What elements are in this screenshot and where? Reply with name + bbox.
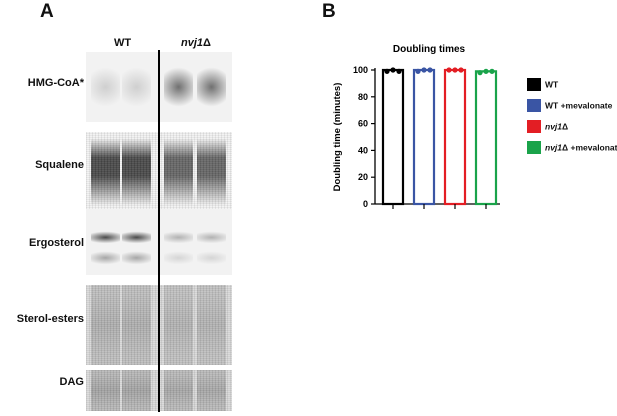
legend-text: +mevalonate bbox=[568, 142, 617, 153]
blot-row-label: HMG-CoA* bbox=[27, 77, 84, 89]
blot-lane-band bbox=[91, 52, 120, 122]
data-point bbox=[477, 70, 483, 76]
legend-delta: Δ bbox=[562, 121, 569, 132]
legend-text: WT +mevalonate bbox=[545, 100, 613, 111]
blot-lane-band bbox=[122, 132, 151, 212]
blot-lane-band bbox=[164, 52, 193, 122]
blot-lane-band bbox=[164, 285, 193, 365]
y-axis-label: Doubling time (minutes) bbox=[332, 83, 343, 192]
data-point bbox=[415, 68, 421, 74]
blot-lane-band bbox=[91, 209, 120, 275]
data-point bbox=[452, 67, 458, 73]
bar bbox=[443, 68, 467, 206]
legend-item: nvj1Δ bbox=[527, 120, 568, 133]
blot-lane-band bbox=[122, 285, 151, 365]
legend-swatch bbox=[527, 99, 541, 112]
y-tick-label: 0 bbox=[363, 199, 368, 209]
legend-gene: nvj1 bbox=[545, 142, 563, 153]
legend-item: WT +mevalonate bbox=[527, 99, 612, 112]
mutant-delta-symbol: Δ bbox=[203, 37, 211, 49]
genotype-divider bbox=[158, 50, 160, 412]
blot-lane-band bbox=[197, 132, 226, 212]
data-point bbox=[458, 67, 464, 73]
data-point bbox=[390, 67, 396, 73]
y-tick-label: 20 bbox=[358, 172, 368, 182]
blot-row-label: DAG bbox=[59, 376, 84, 388]
chart-title: Doubling times bbox=[393, 44, 466, 55]
column-label-wt: WT bbox=[114, 37, 132, 49]
blot-lane-band bbox=[91, 132, 120, 212]
blot-lane-band bbox=[197, 370, 226, 411]
bar bbox=[474, 70, 498, 206]
mutant-gene-name: nvj1 bbox=[181, 37, 204, 49]
blot-lane-band bbox=[164, 132, 193, 212]
bar bbox=[381, 68, 405, 206]
y-tick-label: 40 bbox=[358, 145, 368, 155]
data-point bbox=[384, 68, 390, 74]
legend-swatch bbox=[527, 120, 541, 133]
data-point bbox=[396, 68, 402, 74]
legend-item: WT bbox=[527, 78, 558, 91]
blot-lane-band bbox=[197, 209, 226, 275]
legend-delta: Δ bbox=[562, 142, 569, 153]
data-point bbox=[483, 68, 489, 74]
blot-row-label: Ergosterol bbox=[28, 237, 84, 249]
bar bbox=[412, 68, 436, 206]
blot-lane-band bbox=[91, 285, 120, 365]
data-point bbox=[446, 67, 452, 73]
panel-b-letter: B bbox=[322, 1, 336, 22]
y-tick-label: 60 bbox=[358, 119, 368, 129]
legend-gene: nvj1 bbox=[545, 121, 563, 132]
legend-item: nvj1Δ +mevalonate bbox=[527, 141, 617, 154]
panel-a-letter: A bbox=[40, 1, 54, 22]
data-point bbox=[489, 68, 495, 74]
data-point bbox=[427, 67, 433, 73]
blot-lane-band bbox=[197, 52, 226, 122]
blot-lane-band bbox=[122, 370, 151, 411]
blot-lane-band bbox=[197, 285, 226, 365]
blot-row-label: Squalene bbox=[35, 159, 84, 171]
blot-lane-band bbox=[164, 370, 193, 411]
blot-lane-band bbox=[122, 209, 151, 275]
blot-lane-band bbox=[122, 52, 151, 122]
legend-text: WT bbox=[545, 79, 559, 90]
column-label-mutant: nvj1Δ bbox=[181, 37, 211, 49]
blot-lane-band bbox=[164, 209, 193, 275]
y-tick-label: 80 bbox=[358, 92, 368, 102]
legend-swatch bbox=[527, 78, 541, 91]
data-point bbox=[421, 67, 427, 73]
blot-row-label: Sterol-esters bbox=[16, 313, 84, 325]
blot-lane-band bbox=[91, 370, 120, 411]
y-tick-label: 100 bbox=[353, 65, 368, 75]
blot-strip bbox=[86, 132, 232, 212]
legend-swatch bbox=[527, 141, 541, 154]
